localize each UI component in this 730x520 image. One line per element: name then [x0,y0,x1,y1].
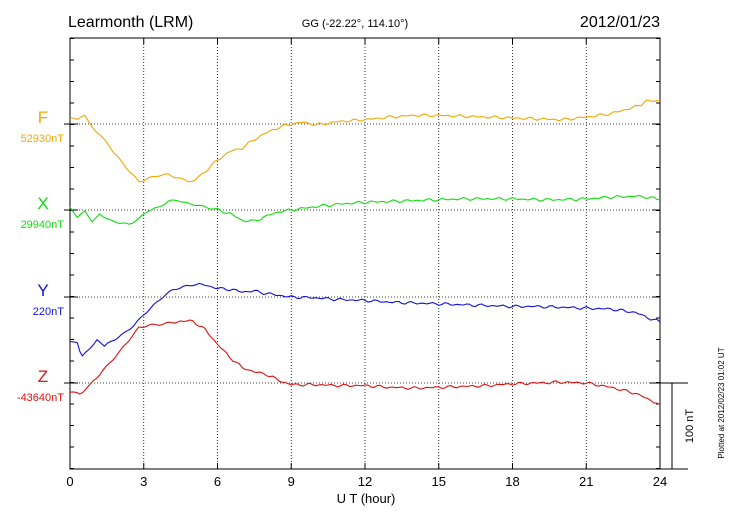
x-tick-label: 3 [140,474,147,489]
x-axis-label: U T (hour) [337,491,396,506]
x-tick-label: 15 [432,474,446,489]
station-title: Learmonth (LRM) [68,14,193,31]
series-f-baseline: 52930nT [21,133,65,145]
grid [70,38,660,469]
series-labels: F 52930nT X 29940nT Y 220nT Z -43640nT [17,108,64,404]
series-z-baseline: -43640nT [17,392,64,404]
x-tick-label: 18 [505,474,519,489]
series-x-name: X [37,194,48,213]
series-y-name: Y [37,281,48,300]
x-tick-label: 12 [358,474,372,489]
series-x-line [69,194,661,225]
series-z-line [69,319,661,406]
x-tick-label: 21 [579,474,593,489]
series-y-line [69,282,661,357]
scale-bar: 100 nT [650,382,696,470]
plotted-at-note: Plotted at 2012/02/23 01:02 UT [717,347,726,458]
plot-frame [64,37,661,470]
series-y-baseline: 220nT [33,306,64,318]
coordinates-label: GG (-22.22°, 114.10°) [302,18,408,30]
x-tick-label: 9 [288,474,295,489]
x-tick-label: 0 [66,474,73,489]
series-f-name: F [38,108,48,127]
series-f-line [69,99,661,183]
series-x-baseline: 29940nT [21,219,65,231]
x-tick-label: 24 [653,474,667,489]
series-z-name: Z [38,367,48,386]
x-ticks: 0 3 6 9 12 15 18 21 24 [66,38,667,489]
scale-bar-label: 100 nT [684,409,696,444]
date-label: 2012/01/23 [580,14,660,31]
x-tick-label: 6 [214,474,221,489]
series-group [69,99,661,406]
